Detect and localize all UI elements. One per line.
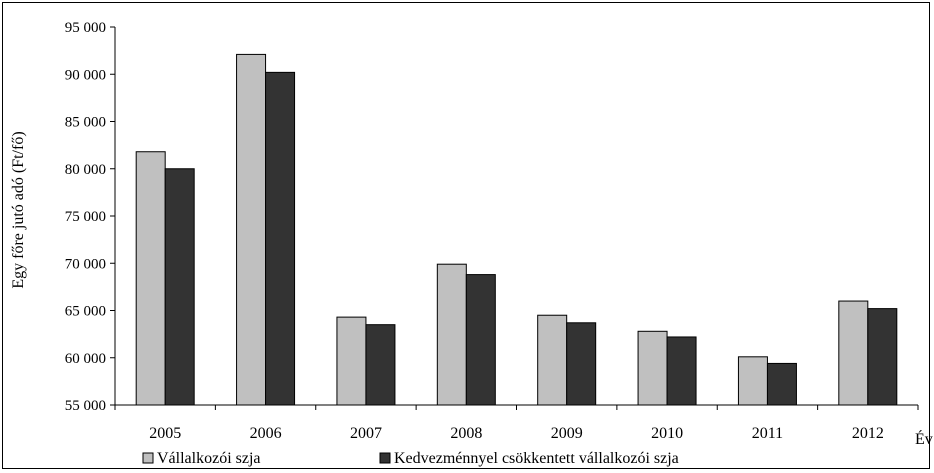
bar-vallalkozoi-szja-2010 — [637, 330, 668, 406]
bar-vallalkozoi-szja-2005 — [135, 151, 166, 406]
x-tick-label: 2005 — [149, 425, 181, 442]
y-tick-label: 65 000 — [65, 304, 106, 320]
y-tick-label: 75 000 — [65, 209, 106, 225]
bar-vallalkozoi-szja-2011 — [737, 356, 768, 406]
bar-kedvezmenyes-szja-2007 — [365, 324, 396, 406]
legend: Vállalkozói szja Kedvezménnyel csökkentet… — [142, 450, 679, 467]
x-tick-label: 2012 — [852, 425, 884, 442]
x-axis-label: Év — [915, 429, 933, 448]
legend-swatch — [379, 452, 391, 464]
legend-label: Vállalkozói szja — [157, 450, 261, 467]
bar-vallalkozoi-szja-2008 — [436, 263, 467, 406]
x-tick-label: 2009 — [551, 425, 583, 442]
y-tick-label: 90 000 — [65, 67, 106, 83]
x-tick-label: 2006 — [250, 425, 282, 442]
bar-vallalkozoi-szja-2007 — [336, 316, 367, 406]
x-tick-label: 2008 — [450, 425, 482, 442]
bar-kedvezmenyes-szja-2011 — [766, 362, 797, 406]
y-axis-label: Egy főre jutó adó (Ft/fő) — [10, 131, 27, 288]
bar-vallalkozoi-szja-2006 — [236, 53, 267, 406]
y-axis-ticks: 55 000 60 000 65 000 70 000 75 000 80 000 85 0… — [65, 20, 115, 414]
y-tick-label: 60 000 — [65, 351, 106, 367]
bar-vallalkozoi-szja-2009 — [537, 314, 568, 406]
bar-vallalkozoi-szja-2012 — [838, 300, 869, 406]
x-tick-label: 2007 — [350, 425, 382, 442]
x-axis-ticks: 2005 2006 2007 2008 2009 2010 2011 2012 — [114, 405, 919, 442]
x-tick-label: 2011 — [752, 425, 783, 442]
bar-kedvezmenyes-szja-2009 — [566, 322, 597, 406]
bar-kedvezmenyes-szja-2008 — [465, 274, 496, 406]
y-tick-label: 70 000 — [65, 256, 106, 272]
bar-kedvezmenyes-szja-2010 — [666, 336, 697, 406]
y-tick-label: 80 000 — [65, 162, 106, 178]
legend-swatch — [142, 452, 154, 464]
bars — [135, 53, 898, 406]
x-tick-label: 2010 — [651, 425, 683, 442]
legend-label: Kedvezménnyel csökkentett vállalkozói sz… — [394, 450, 679, 467]
bar-kedvezmenyes-szja-2006 — [265, 71, 296, 406]
y-tick-label: 55 000 — [65, 398, 106, 414]
bar-kedvezmenyes-szja-2005 — [164, 168, 195, 406]
bar-kedvezmenyes-szja-2012 — [867, 308, 898, 406]
y-tick-label: 85 000 — [65, 115, 106, 131]
y-tick-label: 95 000 — [65, 20, 106, 36]
